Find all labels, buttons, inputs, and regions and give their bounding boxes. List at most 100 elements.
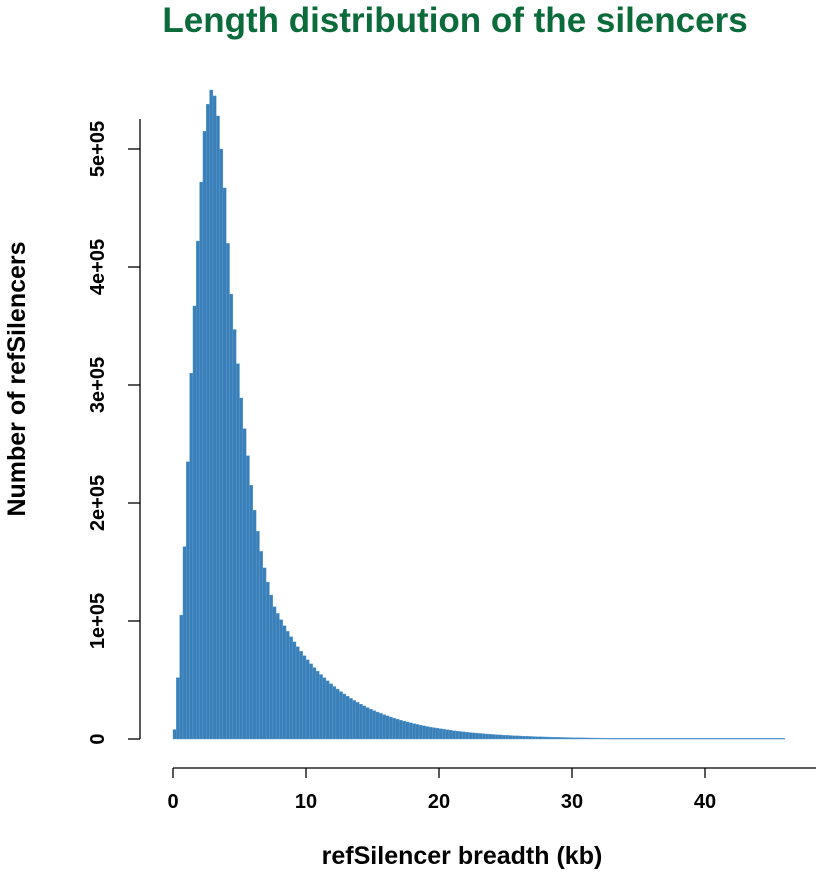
histogram-bar [428, 726, 433, 740]
histogram-bar [269, 594, 273, 740]
histogram-bar [625, 738, 629, 740]
histogram-bar [751, 738, 756, 740]
histogram-bar [541, 736, 546, 740]
histogram-bar [292, 641, 297, 740]
histogram-bar [255, 531, 260, 740]
histogram-bar [299, 651, 303, 740]
histogram-bar [196, 240, 200, 740]
histogram-bar [282, 625, 287, 740]
histogram-bar [545, 736, 549, 740]
histogram-bar [608, 738, 613, 740]
histogram-bar [764, 738, 769, 740]
histogram-bar [771, 738, 776, 740]
histogram-bar [581, 737, 586, 740]
y-axis: 0 1e+05 2e+05 3e+05 4e+05 5e+05 [87, 119, 141, 745]
histogram-bar [189, 373, 194, 740]
histogram-bar [475, 733, 480, 740]
histogram-bar [412, 723, 416, 740]
histogram-bar [704, 738, 709, 740]
histogram-bar [674, 738, 679, 740]
histogram-bar [718, 738, 722, 740]
histogram-bar [605, 738, 609, 740]
histogram-bars [172, 89, 786, 740]
histogram-bar [435, 728, 440, 740]
histogram-bar [628, 738, 633, 740]
histogram-bar [684, 738, 689, 740]
x-tick-label: 0 [167, 791, 178, 813]
y-tick-label: 2e+05 [87, 475, 109, 531]
histogram-bar [618, 738, 623, 740]
histogram-bar [478, 733, 483, 740]
histogram-bar [239, 397, 244, 740]
histogram-bar [748, 738, 752, 740]
histogram-bar [505, 735, 510, 740]
histogram-bar [555, 737, 559, 740]
histogram-bar [355, 702, 360, 740]
histogram-bar [315, 670, 320, 740]
histogram-bar [585, 737, 589, 740]
histogram-bar [398, 719, 403, 740]
histogram-bar [731, 738, 736, 740]
y-axis-title: Number of refSilencers [3, 241, 31, 516]
histogram-bar [621, 738, 626, 740]
histogram-bar [488, 734, 493, 740]
histogram-bar [309, 663, 313, 740]
histogram-bar [216, 115, 220, 740]
histogram-bar [734, 738, 739, 740]
histogram-bar [701, 738, 706, 740]
histogram-bar [425, 726, 430, 740]
histogram-bar [708, 738, 712, 740]
histogram-bar [465, 732, 470, 740]
histogram-bar [588, 737, 593, 740]
histogram-bar [601, 737, 606, 740]
histogram-bar [518, 735, 523, 740]
histogram-bar [212, 95, 217, 740]
histogram-bar [302, 655, 307, 740]
histogram-bar [362, 705, 367, 740]
y-tick-label: 1e+05 [87, 593, 109, 649]
histogram-bar [568, 737, 573, 740]
histogram-bar [242, 428, 247, 740]
histogram-bar [561, 737, 566, 740]
histogram-bar [279, 619, 283, 740]
histogram-bar [664, 738, 669, 740]
histogram-bar [558, 737, 563, 740]
histogram-bar [548, 736, 553, 740]
histogram-bar [648, 738, 652, 740]
histogram-bar [691, 738, 696, 740]
histogram-bar [634, 738, 639, 740]
histogram-bar [578, 737, 583, 740]
histogram-bar [575, 737, 579, 740]
histogram-bar [305, 659, 310, 740]
histogram-bar [432, 727, 436, 740]
histogram-bar [295, 646, 300, 740]
x-tick-label: 20 [428, 791, 450, 813]
x-tick-label: 40 [694, 791, 716, 813]
histogram-bar [698, 738, 702, 740]
histogram-bar [232, 329, 237, 740]
histogram-bar [229, 293, 234, 740]
histogram-bar [535, 736, 539, 740]
histogram-bar [202, 131, 207, 740]
histogram-bar [322, 677, 327, 740]
histogram-bar [365, 707, 370, 740]
histogram-bar [249, 485, 253, 740]
histogram-bar [744, 738, 749, 740]
histogram-bar [329, 683, 333, 740]
histogram-bar [402, 720, 406, 740]
histogram-bar [182, 546, 187, 740]
histogram-bar [538, 736, 543, 740]
histogram-bar [615, 738, 619, 740]
histogram-bar [482, 733, 486, 740]
histogram-bar [335, 688, 340, 740]
histogram-bar [758, 738, 762, 740]
histogram-bar [661, 738, 666, 740]
histogram-bar [508, 735, 513, 740]
histogram-bar [658, 738, 662, 740]
histogram-bar [342, 693, 347, 740]
histogram-bar [711, 738, 716, 740]
histogram-bar [777, 738, 782, 740]
histogram-bar [448, 730, 453, 740]
histogram-bar [285, 631, 290, 740]
histogram-bar [525, 736, 529, 740]
